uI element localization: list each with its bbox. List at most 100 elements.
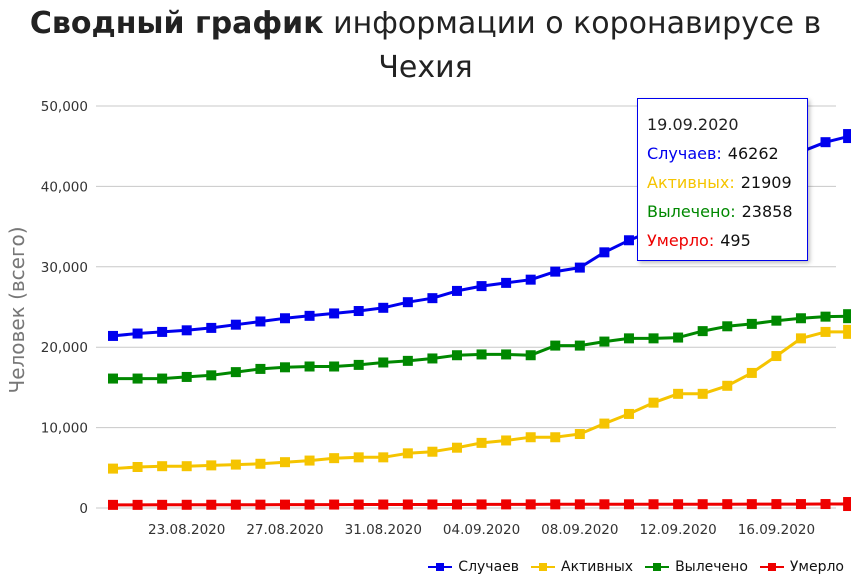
- data-point[interactable]: [525, 499, 536, 510]
- data-point[interactable]: [427, 293, 438, 304]
- data-point[interactable]: [181, 499, 192, 510]
- data-point[interactable]: [525, 432, 536, 443]
- data-point[interactable]: [279, 313, 290, 324]
- data-point[interactable]: [525, 274, 536, 285]
- data-point[interactable]: [279, 499, 290, 510]
- data-point[interactable]: [623, 235, 634, 246]
- data-point[interactable]: [648, 333, 659, 344]
- data-point[interactable]: [771, 315, 782, 326]
- data-point[interactable]: [230, 499, 241, 510]
- data-point[interactable]: [279, 457, 290, 468]
- data-point[interactable]: [427, 446, 438, 457]
- data-point[interactable]: [108, 463, 118, 474]
- data-point[interactable]: [427, 499, 438, 510]
- data-point[interactable]: [132, 373, 143, 384]
- data-point[interactable]: [451, 442, 462, 453]
- data-point[interactable]: [501, 277, 512, 288]
- data-point[interactable]: [673, 499, 684, 510]
- data-point[interactable]: [476, 499, 487, 510]
- legend-item[interactable]: Случаев: [428, 559, 519, 575]
- data-point[interactable]: [599, 418, 610, 429]
- data-point[interactable]: [476, 281, 487, 292]
- data-point[interactable]: [402, 499, 413, 510]
- data-point[interactable]: [206, 370, 217, 381]
- data-point[interactable]: [157, 373, 168, 384]
- data-point[interactable]: [820, 499, 831, 510]
- data-point[interactable]: [279, 362, 290, 373]
- data-point[interactable]: [378, 499, 389, 510]
- data-point[interactable]: [795, 499, 806, 510]
- legend-item[interactable]: Активных: [531, 559, 633, 575]
- data-point[interactable]: [722, 380, 733, 391]
- data-point[interactable]: [550, 340, 561, 351]
- data-point[interactable]: [820, 326, 831, 337]
- data-point[interactable]: [132, 499, 143, 510]
- data-point[interactable]: [550, 499, 561, 510]
- data-point[interactable]: [574, 429, 585, 440]
- data-point[interactable]: [623, 499, 634, 510]
- data-point[interactable]: [402, 448, 413, 459]
- data-point[interactable]: [230, 319, 241, 330]
- legend-item[interactable]: Умерло: [759, 559, 844, 575]
- data-point[interactable]: [304, 310, 315, 321]
- data-point[interactable]: [722, 321, 733, 332]
- data-point[interactable]: [574, 262, 585, 273]
- data-point[interactable]: [108, 330, 118, 341]
- data-point[interactable]: [206, 460, 217, 471]
- data-point[interactable]: [820, 137, 831, 148]
- data-point[interactable]: [843, 324, 851, 339]
- data-point[interactable]: [157, 461, 168, 472]
- data-point[interactable]: [501, 435, 512, 446]
- data-point[interactable]: [402, 297, 413, 308]
- data-point[interactable]: [132, 328, 143, 339]
- data-point[interactable]: [843, 497, 851, 512]
- data-point[interactable]: [746, 367, 757, 378]
- data-point[interactable]: [476, 349, 487, 360]
- data-point[interactable]: [574, 340, 585, 351]
- data-point[interactable]: [771, 351, 782, 362]
- data-point[interactable]: [843, 129, 851, 144]
- data-point[interactable]: [746, 499, 757, 510]
- data-point[interactable]: [108, 499, 118, 510]
- legend-item[interactable]: Вылечено: [645, 559, 748, 575]
- data-point[interactable]: [255, 316, 266, 327]
- data-point[interactable]: [353, 359, 364, 370]
- data-point[interactable]: [795, 313, 806, 324]
- data-point[interactable]: [255, 499, 266, 510]
- data-point[interactable]: [230, 367, 241, 378]
- data-point[interactable]: [451, 350, 462, 361]
- data-point[interactable]: [157, 326, 168, 337]
- data-point[interactable]: [255, 458, 266, 469]
- data-point[interactable]: [451, 499, 462, 510]
- data-point[interactable]: [132, 461, 143, 472]
- data-point[interactable]: [157, 499, 168, 510]
- data-point[interactable]: [353, 499, 364, 510]
- data-point[interactable]: [501, 349, 512, 360]
- data-point[interactable]: [329, 499, 340, 510]
- data-point[interactable]: [697, 499, 708, 510]
- data-point[interactable]: [843, 309, 851, 324]
- data-point[interactable]: [501, 499, 512, 510]
- data-point[interactable]: [304, 499, 315, 510]
- data-point[interactable]: [304, 455, 315, 466]
- data-point[interactable]: [206, 322, 217, 333]
- data-point[interactable]: [181, 371, 192, 382]
- data-point[interactable]: [623, 333, 634, 344]
- data-point[interactable]: [697, 326, 708, 337]
- data-point[interactable]: [181, 325, 192, 336]
- data-point[interactable]: [402, 355, 413, 366]
- data-point[interactable]: [353, 306, 364, 317]
- data-point[interactable]: [206, 499, 217, 510]
- data-point[interactable]: [329, 308, 340, 319]
- data-point[interactable]: [255, 363, 266, 374]
- data-point[interactable]: [108, 373, 118, 384]
- data-point[interactable]: [623, 408, 634, 419]
- data-point[interactable]: [476, 437, 487, 448]
- data-point[interactable]: [353, 452, 364, 463]
- data-point[interactable]: [525, 350, 536, 361]
- data-point[interactable]: [599, 336, 610, 347]
- data-point[interactable]: [304, 361, 315, 372]
- data-point[interactable]: [673, 332, 684, 343]
- data-point[interactable]: [574, 499, 585, 510]
